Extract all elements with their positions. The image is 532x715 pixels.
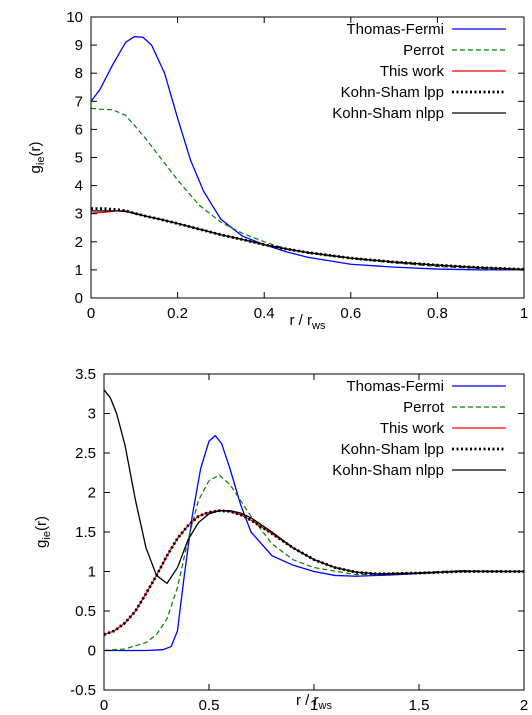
- legend-label: Kohn-Sham nlpp: [332, 105, 444, 122]
- y-tick-label: 1.5: [75, 524, 96, 541]
- y-axis-label: gie(r): [27, 142, 47, 174]
- series-line-perrot: [91, 107, 524, 271]
- y-tick-label: 2: [88, 485, 96, 502]
- legend-label: This work: [380, 420, 445, 437]
- y-tick-label: 5: [75, 150, 83, 167]
- x-axis-label: r / rws: [290, 312, 326, 332]
- y-tick-label: 10: [66, 9, 83, 26]
- x-tick-label: 0: [87, 305, 95, 322]
- legend: Thomas-Fermi Perrot This work Kohn-Sham lpp…: [332, 21, 506, 122]
- legend: Thomas-Fermi Perrot This work Kohn-Sham lpp…: [332, 378, 506, 479]
- series-line-thomas-fermi: [91, 36, 524, 271]
- series-line-kohn-sham-nlpp: [104, 389, 524, 585]
- y-tick-label: 3: [88, 406, 96, 423]
- legend-label: Thomas-Fermi: [346, 378, 444, 395]
- y-tick-label: 0: [75, 290, 83, 307]
- y-tick-label: 3.5: [75, 366, 96, 383]
- y-tick-label: 1: [75, 262, 83, 279]
- x-tick-label: 0.5: [199, 697, 220, 714]
- y-tick-label: 8: [75, 65, 83, 82]
- legend-label: Kohn-Sham lpp: [341, 441, 444, 458]
- x-tick-label: 1.5: [409, 697, 430, 714]
- y-tick-label: 2: [75, 234, 83, 251]
- y-tick-label: 3: [75, 206, 83, 223]
- x-tick-label: 1: [310, 697, 318, 714]
- x-tick-label: 0.6: [340, 305, 361, 322]
- plot-frame: [90, 16, 525, 299]
- series-line-this-work: [91, 210, 524, 270]
- chart-panel-2: 0 0.5 1 1.5 2-0.500.511.522.533.5r / rwsgie(…: [33, 366, 528, 714]
- series-line-perrot: [104, 474, 524, 652]
- x-tick-label: 2: [520, 697, 528, 714]
- y-tick-label: 7: [75, 93, 83, 110]
- y-tick-label: 4: [75, 178, 83, 195]
- legend-label: Perrot: [403, 399, 445, 416]
- x-tick-label: 0.4: [254, 305, 275, 322]
- series-line-kohn-sham-nlpp: [91, 210, 524, 270]
- x-axis-label: r / rws: [296, 692, 332, 712]
- y-tick-label: -0.5: [70, 682, 96, 699]
- y-tick-label: 6: [75, 121, 83, 138]
- series-line-kohn-sham-lpp: [104, 509, 524, 637]
- y-tick-label: 0.5: [75, 603, 96, 620]
- x-tick-label: 0: [100, 697, 108, 714]
- legend-label: Thomas-Fermi: [346, 21, 444, 38]
- y-axis-label: gie(r): [33, 516, 53, 548]
- y-tick-label: 9: [75, 37, 83, 54]
- legend-label: This work: [380, 63, 445, 80]
- y-tick-label: 2.5: [75, 445, 96, 462]
- legend-label: Perrot: [403, 42, 445, 59]
- y-tick-label: 0: [88, 643, 96, 660]
- y-tick-label: 1: [88, 564, 96, 581]
- x-tick-label: 1: [520, 305, 528, 322]
- legend-label: Kohn-Sham lpp: [341, 84, 444, 101]
- x-tick-label: 0.8: [427, 305, 448, 322]
- legend-label: Kohn-Sham nlpp: [332, 462, 444, 479]
- plot-frame: [103, 373, 525, 691]
- x-tick-label: 0.2: [167, 305, 188, 322]
